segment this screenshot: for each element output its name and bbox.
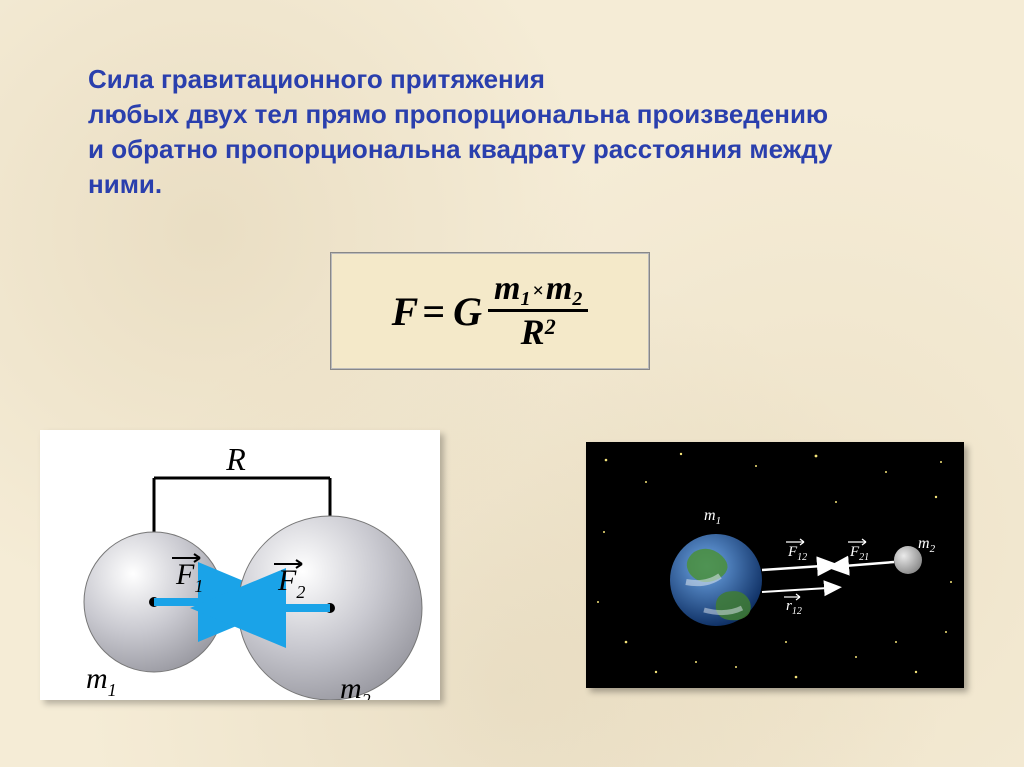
gravity-formula: F = G m1×m2 R2 (392, 272, 589, 350)
formula-lhs: F (392, 288, 419, 335)
formula-G: G (453, 288, 482, 335)
formula-eq: = (422, 288, 445, 335)
formula-denominator: R2 (515, 312, 562, 350)
force-f12-arrow (762, 566, 822, 570)
slide-heading: Сила гравитационного притяжения любых дв… (88, 62, 964, 202)
num-dot: × (532, 280, 543, 302)
r12-label: r12 (786, 598, 802, 617)
num-sub1: 1 (520, 288, 530, 310)
den-R: R (521, 312, 545, 352)
num-sub2: 2 (572, 288, 582, 310)
r12-arrow (762, 588, 828, 592)
m1-label: m1 (86, 662, 117, 700)
earth-land2 (716, 591, 751, 620)
two-body-svg: R F1 m1 F2 m2 (40, 430, 440, 700)
heading-line: ними. (88, 169, 162, 199)
num-m1: m (494, 270, 520, 307)
two-body-diagram: R F1 m1 F2 m2 (40, 430, 440, 700)
f12-label: F12 (787, 544, 807, 563)
heading-line: и обратно пропорциональна квадрату расст… (88, 134, 832, 164)
num-m2: m (546, 270, 572, 307)
moon-m2-label: m2 (918, 535, 936, 555)
heading-line: любых двух тел прямо пропорциональна про… (88, 99, 828, 129)
formula-fraction: m1×m2 R2 (488, 272, 588, 350)
earth-moon-diagram: m1 m2 F12 F21 r12 (586, 442, 964, 688)
formula-card: F = G m1×m2 R2 (330, 252, 650, 370)
f21-label: F21 (849, 544, 869, 563)
den-sup: 2 (545, 314, 556, 339)
formula-numerator: m1×m2 (488, 272, 588, 312)
heading-line: Сила гравитационного притяжения (88, 64, 545, 94)
earth-m1-label: m1 (704, 507, 721, 527)
distance-label: R (225, 441, 246, 477)
earth-moon-svg: m1 m2 F12 F21 r12 (586, 442, 964, 688)
